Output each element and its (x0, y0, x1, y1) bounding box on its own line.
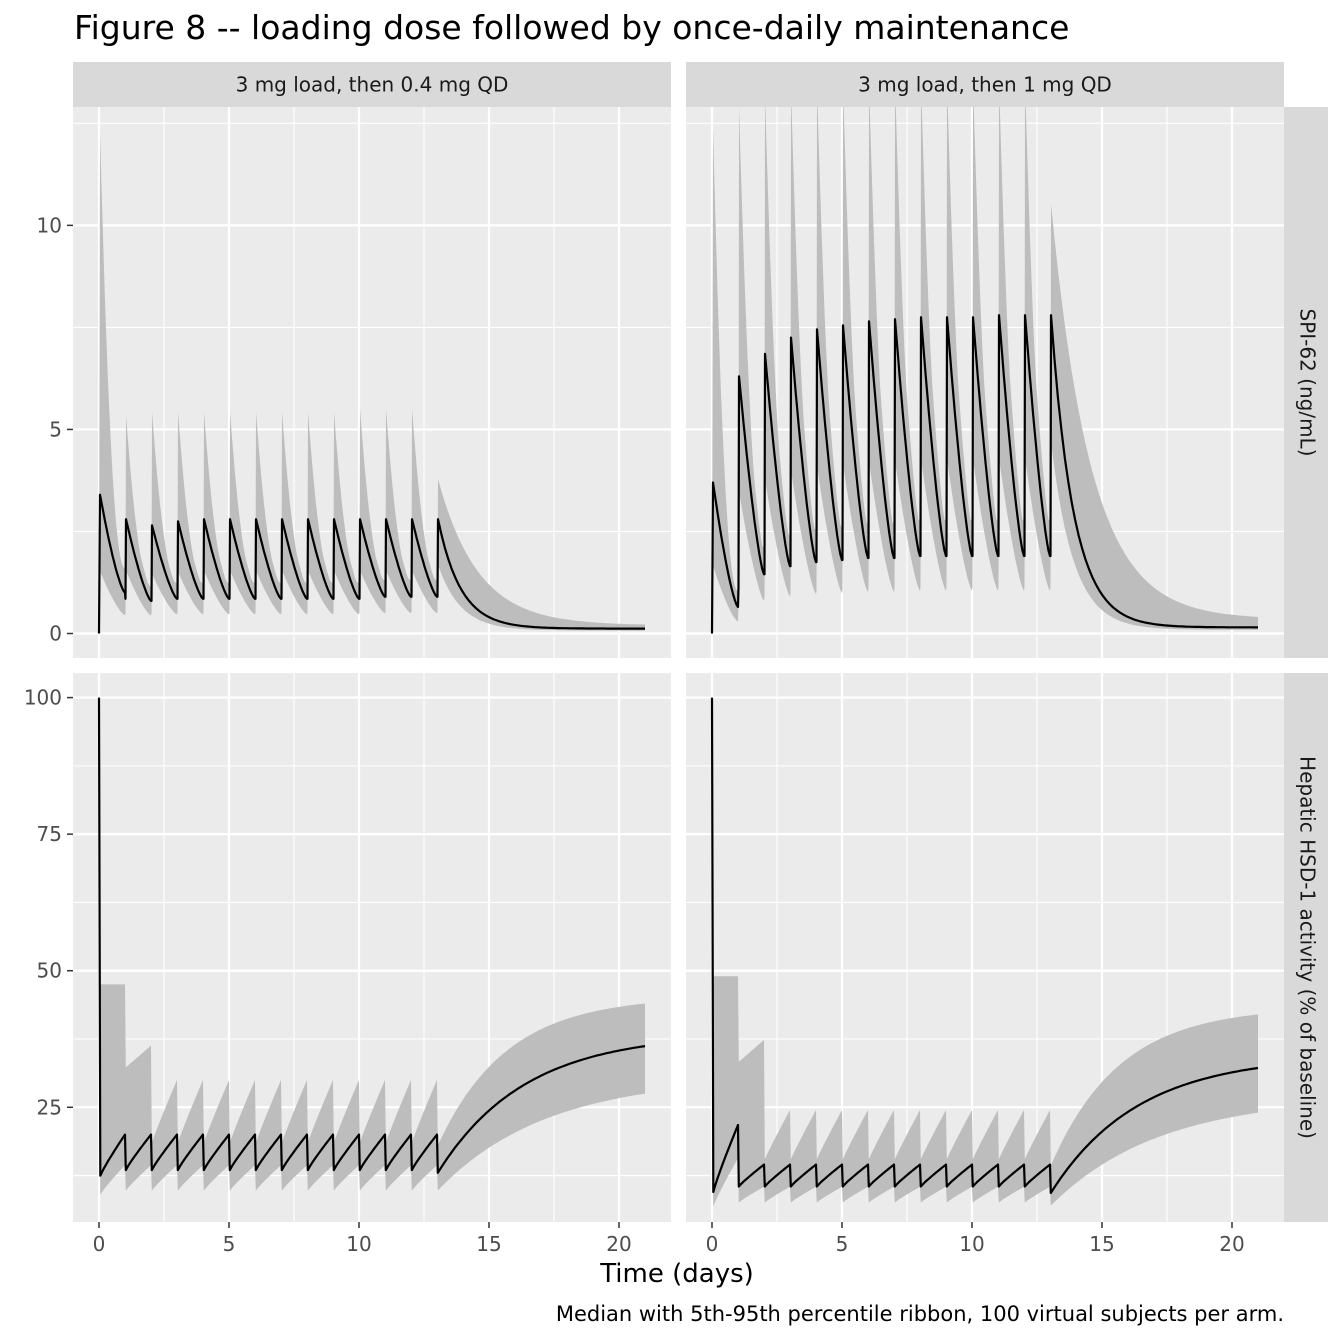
x-tick-label: 0 (93, 1232, 106, 1256)
median-line (97, 697, 646, 1177)
x-tick-label: 20 (1219, 1232, 1244, 1256)
y-tick-label: 10 (37, 213, 62, 237)
y-tick-label: 0 (49, 622, 62, 646)
x-tick-label: 10 (959, 1232, 984, 1256)
percentile-ribbon (99, 697, 645, 1198)
chart-title: Figure 8 -- loading dose followed by onc… (74, 8, 1070, 47)
y-tick-label: 50 (37, 959, 62, 983)
column-strip-label: 3 mg load, then 0.4 mg QD (236, 73, 509, 97)
y-tick-label: 100 (24, 686, 62, 710)
y-tick-label: 25 (37, 1095, 62, 1119)
x-tick-label: 15 (1089, 1232, 1114, 1256)
row-strip (1284, 673, 1328, 1222)
y-tick-label: 5 (49, 417, 62, 441)
median-line (97, 493, 645, 634)
x-tick-label: 5 (223, 1232, 236, 1256)
y-tick-label: 75 (37, 822, 62, 846)
x-tick-label: 0 (706, 1232, 719, 1256)
x-tick-label: 15 (476, 1232, 501, 1256)
x-tick-label: 20 (606, 1232, 631, 1256)
median-line (710, 697, 1259, 1195)
x-tick-label: 5 (836, 1232, 849, 1256)
row-strip (1284, 107, 1328, 658)
panel-background (686, 107, 1284, 658)
row-strip-label: Hepatic HSD-1 activity (% of baseline) (1296, 756, 1320, 1139)
row-strip-label: SPI-62 (ng/mL) (1296, 308, 1320, 456)
x-tick-label: 10 (346, 1232, 371, 1256)
chart-caption: Median with 5th-95th percentile ribbon, … (555, 1302, 1284, 1326)
x-axis-title: Time (days) (600, 1259, 754, 1289)
percentile-ribbon (712, 80, 1258, 634)
panel-1-1 (73, 107, 671, 658)
median-line (710, 314, 1258, 634)
percentile-ribbon (99, 131, 645, 634)
panel-1-2 (686, 80, 1284, 658)
column-strip (73, 62, 671, 107)
percentile-ribbon (712, 697, 1258, 1209)
column-strip (686, 62, 1284, 107)
panel-2-2 (686, 673, 1284, 1222)
panel-2-1 (73, 673, 671, 1222)
column-strip-label: 3 mg load, then 1 mg QD (858, 73, 1112, 97)
